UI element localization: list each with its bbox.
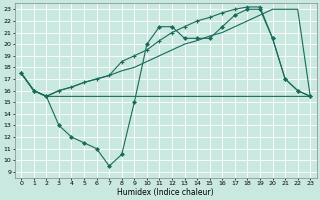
X-axis label: Humidex (Indice chaleur): Humidex (Indice chaleur) [117, 188, 214, 197]
